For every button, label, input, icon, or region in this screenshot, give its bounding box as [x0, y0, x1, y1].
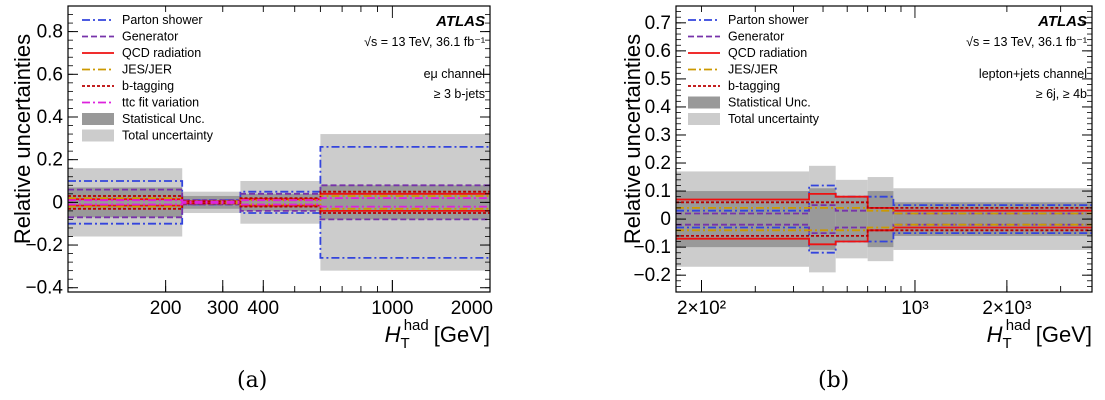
x-axis-title-main: H — [987, 322, 1003, 347]
x-axis-title-main: H — [385, 322, 401, 347]
series-line-qcd-radiation-up — [676, 193, 1092, 212]
series-line-parton-shower-up — [68, 146, 490, 202]
series-line-jes-jer-up — [676, 207, 1092, 215]
selection-label: ≥ 3 b-jets — [434, 87, 485, 101]
series-line-b-tagging-up — [68, 190, 490, 203]
energy-label: √s = 13 TeV, 36.1 fb⁻¹ — [966, 35, 1087, 49]
y-tick-label: −0.2 — [25, 235, 63, 256]
series-line-ttc-fit-variation-up — [68, 197, 490, 203]
plot-area — [676, 165, 1092, 273]
x-axis-title-sub: T — [401, 335, 410, 352]
x-axis-title-sup: had — [1006, 317, 1031, 334]
y-tick-label: 0.6 — [645, 41, 671, 62]
y-tick-label: 0.1 — [645, 181, 671, 202]
legend-swatch-band — [688, 96, 720, 109]
legend-label: Generator — [728, 30, 784, 44]
series-line-ttc-fit-variation-down — [68, 202, 490, 208]
legend-label: Parton shower — [728, 13, 809, 27]
legend-swatch-band — [82, 129, 114, 142]
y-tick-label: −0.4 — [25, 278, 63, 299]
y-tick-label: −0.2 — [633, 265, 671, 286]
series-line-b-tagging-up — [676, 201, 1092, 209]
x-tick-label: 2×10³ — [982, 298, 1031, 319]
y-tick-label: 0.4 — [645, 97, 672, 118]
x-tick-label: 1000 — [371, 298, 413, 319]
y-axis-title: Relative uncertainties — [620, 34, 645, 244]
y-tick-label: 0.6 — [37, 64, 63, 85]
y-tick-label: 0.5 — [645, 69, 671, 90]
series-line-b-tagging-down — [676, 229, 1092, 237]
stat-unc-band — [676, 191, 810, 248]
legend-label: QCD radiation — [728, 46, 807, 60]
legend-label: Generator — [122, 30, 178, 44]
y-tick-label: 0.8 — [37, 22, 63, 43]
channel-label: lepton+jets channel — [979, 67, 1087, 81]
y-axis-title: Relative uncertainties — [10, 34, 35, 244]
legend-label: b-tagging — [122, 79, 174, 93]
legend-swatch-band — [688, 113, 720, 125]
stat-unc-band — [240, 193, 321, 211]
x-axis-title-sub: T — [1003, 335, 1012, 352]
legend-label: ttc fit variation — [122, 96, 199, 110]
legend-label: Total uncertainty — [122, 129, 214, 143]
legend-label: b-tagging — [728, 79, 780, 93]
y-tick-label: 0 — [52, 192, 63, 213]
series-line-qcd-radiation-down — [676, 226, 1092, 246]
stat-unc-band — [809, 188, 836, 250]
plot-frame — [67, 5, 491, 293]
y-tick-label: −0.1 — [633, 237, 671, 258]
legend-label: JES/JER — [728, 63, 778, 77]
x-tick-label: 400 — [247, 298, 279, 319]
plot-area — [68, 134, 490, 271]
x-tick-label: 2×10² — [677, 298, 726, 319]
legend-swatch-band — [82, 113, 114, 125]
chart-panel-b: −0.2 −0.1 0 0.1 0.2 0.3 0.4 0.5 0.6 0.7 2×10² 10³ 2×… — [620, 5, 1093, 352]
x-axis-title-unit: [GeV] — [1036, 322, 1092, 347]
y-tick-label: 0 — [660, 209, 671, 230]
atlas-label: ATLAS — [1037, 13, 1087, 30]
caption-a: (a) — [237, 368, 268, 393]
x-axis-title-sup: had — [404, 317, 429, 334]
legend-label: Statistical Unc. — [728, 96, 811, 110]
atlas-label: ATLAS — [435, 13, 485, 30]
series-line-jes-jer-down — [676, 223, 1092, 232]
series-line-b-tagging-down — [68, 202, 490, 214]
y-tick-label: 0.4 — [37, 107, 64, 128]
stat-unc-band — [867, 191, 894, 248]
legend-label: Statistical Unc. — [122, 112, 205, 126]
y-tick-label: 0.3 — [645, 125, 671, 146]
channel-label: eμ channel — [424, 67, 485, 81]
energy-label: √s = 13 TeV, 36.1 fb⁻¹ — [364, 35, 485, 49]
caption-b: (b) — [818, 368, 850, 393]
x-tick-label: 300 — [207, 298, 239, 319]
y-tick-label: 0.7 — [645, 13, 671, 34]
stat-unc-band — [320, 185, 490, 220]
legend-label: Total uncertainty — [728, 112, 820, 126]
plot-frame — [675, 5, 1093, 293]
stat-unc-band — [68, 187, 183, 218]
chart-panel-a: −0.4 −0.2 0 0.2 0.4 0.6 0.8 200 300 400 1000 2000 Re… — [10, 5, 493, 352]
x-tick-label: 200 — [150, 298, 182, 319]
x-axis-title-unit: [GeV] — [434, 322, 490, 347]
x-tick-label: 2000 — [451, 298, 493, 319]
legend-label: QCD radiation — [122, 46, 201, 60]
stat-unc-band — [835, 196, 868, 242]
x-axis-title: HThad [GeV] — [385, 317, 490, 352]
y-tick-label: 0.2 — [645, 153, 671, 174]
legend-label: Parton shower — [122, 13, 203, 27]
x-tick-label: 10³ — [901, 298, 928, 319]
legend-label: JES/JER — [122, 63, 172, 77]
x-axis-title: HThad [GeV] — [987, 317, 1092, 352]
selection-label: ≥ 6j, ≥ 4b — [1036, 87, 1087, 101]
y-tick-label: 0.2 — [37, 150, 63, 171]
